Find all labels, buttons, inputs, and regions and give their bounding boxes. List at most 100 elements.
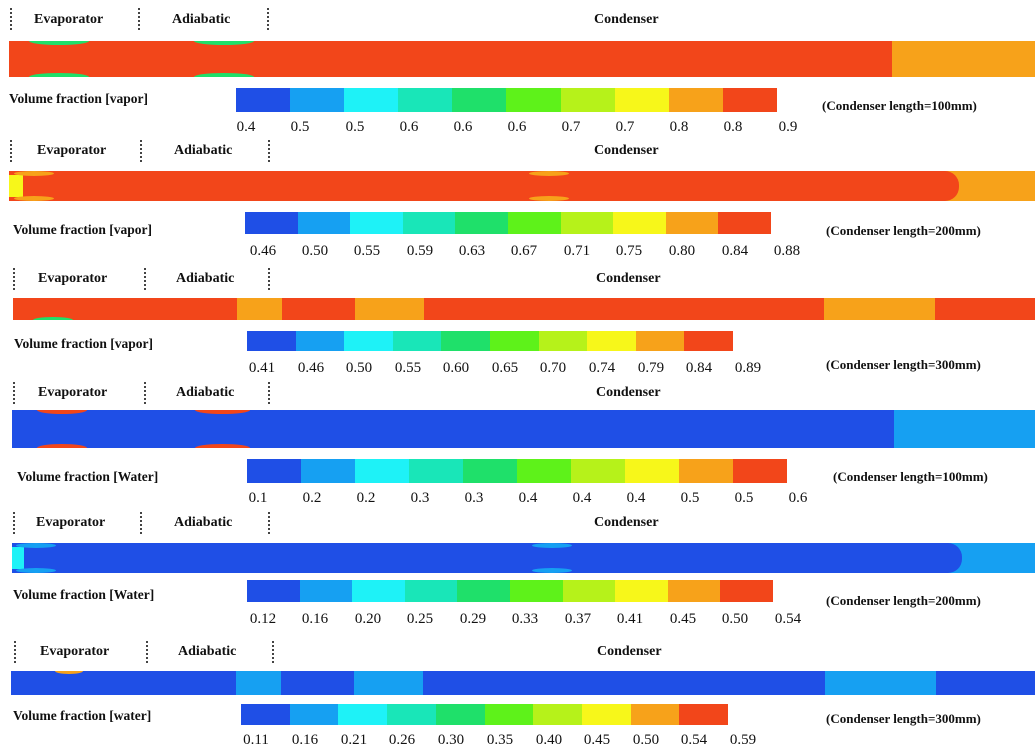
tick-label: 0.5 [290, 119, 310, 135]
legend-swatch [290, 88, 345, 112]
tick-label: 0.45 [583, 732, 611, 748]
field-label: Volume fraction [Water] [13, 587, 155, 602]
legend-swatch [538, 331, 588, 351]
legend-swatch [301, 459, 355, 483]
tick-label: 0.4 [518, 490, 538, 506]
contour-blob [532, 568, 572, 573]
divider [138, 8, 140, 30]
tick-label: 0.50 [345, 360, 373, 376]
evaporator-label: Evaporator [38, 385, 108, 400]
condenser-length-note: (Condenser length=200mm) [826, 223, 981, 238]
contour-band [355, 298, 424, 320]
tick-label: 0.11 [243, 732, 269, 748]
adiabatic-label: Adiabatic [174, 143, 233, 158]
condenser-length-note: (Condenser length=200mm) [826, 593, 981, 608]
pipe-contour [12, 543, 1035, 573]
field-label: Volume fraction [vapor] [13, 222, 152, 237]
legend-swatch [404, 580, 458, 602]
tick-label: 0.50 [721, 611, 749, 627]
tick-label: 0.84 [685, 360, 713, 376]
contour-blob [14, 171, 54, 176]
legend-swatch [630, 704, 680, 725]
legend-swatch [733, 459, 787, 483]
evaporator-label: Evaporator [37, 143, 107, 158]
color-legend [236, 88, 777, 112]
divider [146, 641, 148, 663]
contour-blob [529, 196, 569, 201]
tick-label: 0.1 [248, 490, 268, 506]
contour-band [825, 671, 936, 695]
tick-label: 0.7 [561, 119, 581, 135]
divider [268, 140, 270, 162]
legend-swatch [625, 459, 679, 483]
tick-label: 0.46 [249, 243, 277, 259]
tick-label: 0.41 [248, 360, 276, 376]
condenser-length-note: (Condenser length=300mm) [826, 711, 981, 726]
tick-label: 0.6 [507, 119, 527, 135]
tick-label: 0.80 [668, 243, 696, 259]
legend-swatch [435, 704, 485, 725]
divider [268, 512, 270, 534]
color-legend [247, 331, 733, 351]
pipe-contour [9, 41, 1035, 77]
color-legend [245, 212, 771, 234]
tick-label: 0.75 [615, 243, 643, 259]
legend-swatch [338, 704, 388, 725]
field-label: Volume fraction [water] [13, 708, 152, 723]
contour-blob [14, 196, 54, 201]
legend-swatch [517, 459, 571, 483]
legend-swatch [484, 704, 534, 725]
contour-band [12, 543, 962, 573]
condenser-label: Condenser [594, 143, 659, 158]
condenser-label: Condenser [597, 644, 662, 659]
legend-swatch [297, 212, 351, 234]
legend-swatch [562, 580, 616, 602]
evaporator-label: Evaporator [40, 644, 110, 659]
contour-blob [195, 410, 250, 414]
divider [268, 268, 270, 290]
legend-swatch [452, 88, 507, 112]
legend-swatch [679, 459, 733, 483]
legend-swatch [457, 580, 510, 602]
legend-swatch [409, 459, 463, 483]
legend-swatch [241, 704, 290, 725]
legend-swatch [247, 331, 296, 351]
adiabatic-label: Adiabatic [174, 515, 233, 530]
condenser-label: Condenser [594, 515, 659, 530]
legend-swatch [350, 212, 403, 234]
legend-swatch [463, 459, 517, 483]
tick-label: 0.50 [301, 243, 329, 259]
divider [140, 140, 142, 162]
contour-blob [195, 444, 250, 448]
legend-swatch [560, 88, 615, 112]
legend-swatch [684, 331, 733, 351]
field-label: Volume fraction [Water] [17, 469, 159, 484]
divider [140, 512, 142, 534]
legend-swatch [506, 88, 561, 112]
tick-label: 0.4 [626, 490, 646, 506]
legend-swatch [615, 580, 668, 602]
divider [272, 641, 274, 663]
pipe-contour [12, 410, 1035, 448]
adiabatic-label: Adiabatic [178, 644, 237, 659]
tick-label: 0.88 [773, 243, 801, 259]
legend-swatch [392, 331, 442, 351]
tick-label: 0.59 [406, 243, 434, 259]
tick-label: 0.8 [669, 119, 689, 135]
pipe-contour [9, 171, 1035, 201]
contour-blob [9, 175, 23, 197]
tick-label: 0.21 [340, 732, 368, 748]
tick-label: 0.7 [615, 119, 635, 135]
contour-blob [194, 41, 254, 45]
tick-label: 0.89 [734, 360, 762, 376]
contour-blob [532, 543, 572, 548]
tick-label: 0.5 [734, 490, 754, 506]
legend-swatch [289, 704, 339, 725]
color-legend [247, 580, 773, 602]
tick-label: 0.84 [721, 243, 749, 259]
tick-label: 0.59 [729, 732, 757, 748]
legend-swatch [720, 580, 773, 602]
contour-blob [55, 671, 83, 674]
evaporator-label: Evaporator [36, 515, 106, 530]
contour-blob [529, 171, 569, 176]
